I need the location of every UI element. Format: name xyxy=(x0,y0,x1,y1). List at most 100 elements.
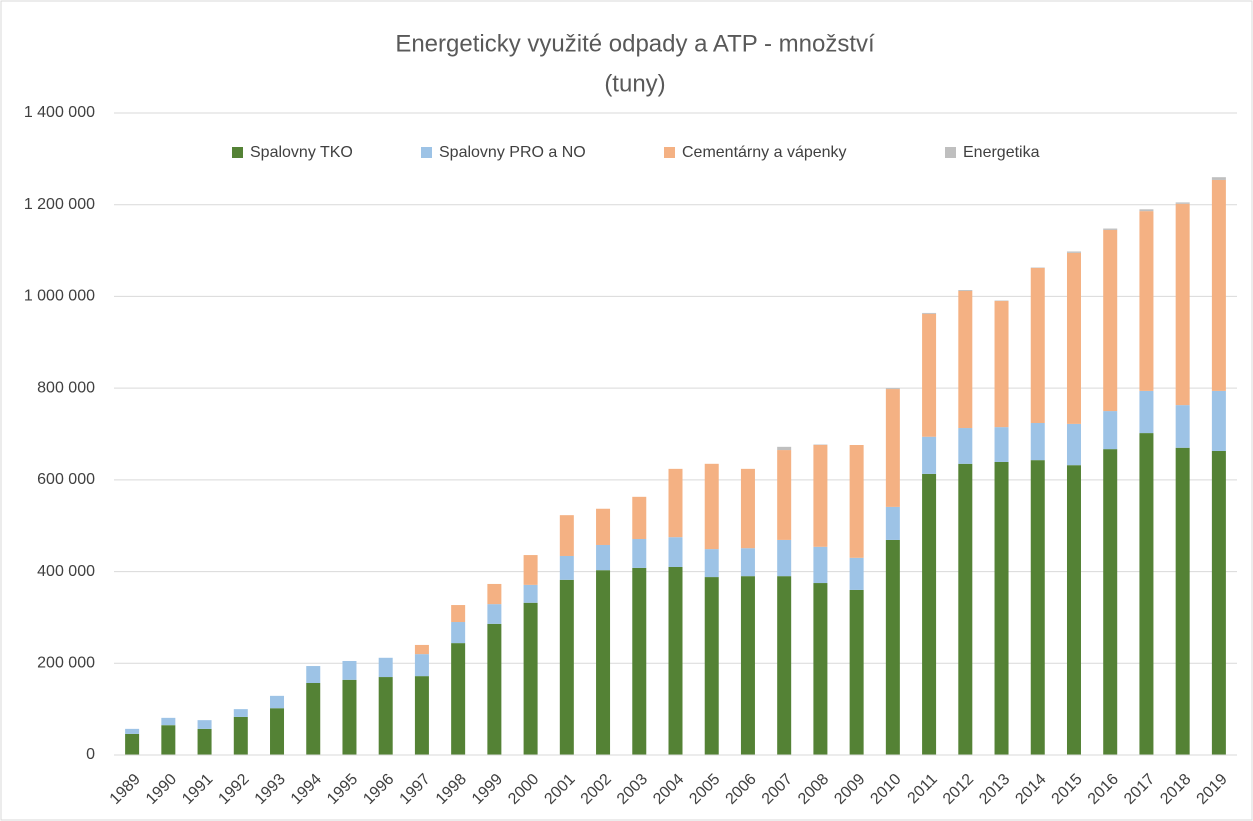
bar-segment xyxy=(197,720,212,729)
bar-segment xyxy=(1211,179,1226,391)
y-tick-label: 400 000 xyxy=(37,563,95,580)
bar-segment xyxy=(1066,251,1081,253)
bar-segment xyxy=(885,539,900,755)
bar-segment xyxy=(1175,203,1190,406)
legend-label: Energetika xyxy=(963,144,1040,161)
bar-segment xyxy=(777,450,792,540)
bar-segment xyxy=(378,657,393,678)
legend-swatch xyxy=(945,147,956,158)
bar-segment xyxy=(1211,450,1226,755)
bar-segment xyxy=(958,463,973,755)
bar-segment xyxy=(849,445,864,558)
bar-segment xyxy=(233,709,248,717)
bar-segment xyxy=(1103,411,1118,450)
bar-segment xyxy=(777,576,792,755)
bar-segment xyxy=(523,555,538,585)
legend-swatch xyxy=(664,147,675,158)
bar-segment xyxy=(632,539,647,568)
bar-segment xyxy=(414,644,429,655)
bar-segment xyxy=(632,496,647,540)
bar-segment xyxy=(958,290,973,291)
bar-segment xyxy=(559,579,574,755)
legend-swatch xyxy=(232,147,243,158)
bar-segment xyxy=(1030,460,1045,755)
bar-segment xyxy=(994,427,1009,462)
bar-segment xyxy=(813,546,828,584)
y-tick-label: 200 000 xyxy=(37,655,95,672)
bar-segment xyxy=(885,506,900,540)
bar-segment xyxy=(1175,202,1190,204)
bar-segment xyxy=(777,539,792,577)
bar-segment xyxy=(994,461,1009,755)
bar-segment xyxy=(1066,423,1081,466)
y-tick-label: 1 400 000 xyxy=(24,104,95,121)
bar-segment xyxy=(922,473,937,755)
bar-segment xyxy=(523,584,538,603)
bar-segment xyxy=(849,589,864,755)
bar-segment xyxy=(1103,228,1118,230)
bar-segment xyxy=(414,676,429,755)
bar-segment xyxy=(740,548,755,577)
bar-segment xyxy=(1139,211,1154,391)
bar-segment xyxy=(451,622,466,644)
legend-label: Cementárny a vápenky xyxy=(682,144,847,161)
bar-segment xyxy=(306,666,321,684)
y-tick-label: 800 000 xyxy=(37,379,95,396)
bar-segment xyxy=(704,577,719,755)
bar-segment xyxy=(1066,252,1081,424)
bar-segment xyxy=(270,695,285,709)
bar-segment xyxy=(487,604,502,624)
bar-segment xyxy=(885,388,900,390)
bar-segment xyxy=(342,679,357,755)
bar-segment xyxy=(922,313,937,437)
bar-segment xyxy=(740,468,755,549)
bar-segment xyxy=(487,623,502,755)
bar-segment xyxy=(1175,405,1190,448)
bar-segment xyxy=(740,576,755,755)
bar-segment xyxy=(161,725,176,755)
y-tick-label: 0 xyxy=(86,746,95,763)
bar-segment xyxy=(1139,433,1154,755)
bar-segment xyxy=(451,643,466,755)
bar-segment xyxy=(668,566,683,755)
bar-segment xyxy=(523,602,538,755)
bar-segment xyxy=(885,389,900,507)
bar-segment xyxy=(1139,390,1154,434)
bar-segment xyxy=(704,463,719,550)
bar-segment xyxy=(704,549,719,578)
bar-segment xyxy=(922,436,937,474)
bar-segment xyxy=(125,733,140,755)
bar-segment xyxy=(1211,390,1226,451)
bar-segment xyxy=(559,555,574,580)
legend-label: Spalovny PRO a NO xyxy=(439,144,586,161)
bar-segment xyxy=(1103,449,1118,755)
bar-segment xyxy=(197,728,212,755)
bar-segment xyxy=(161,717,176,726)
bar-segment xyxy=(342,660,357,680)
bar-segment xyxy=(596,508,611,545)
legend-swatch xyxy=(421,147,432,158)
bar-segment xyxy=(306,683,321,755)
bar-segment xyxy=(1175,447,1190,755)
bar-segment xyxy=(1066,465,1081,755)
bar-segment xyxy=(668,537,683,567)
y-tick-label: 1 200 000 xyxy=(24,196,95,213)
bar-segment xyxy=(487,583,502,605)
bar-segment xyxy=(596,570,611,755)
legend-label: Spalovny TKO xyxy=(250,144,353,161)
bar-segment xyxy=(233,716,248,755)
bar-segment xyxy=(378,677,393,755)
y-tick-label: 1 000 000 xyxy=(24,288,95,305)
bar-segment xyxy=(958,290,973,429)
bar-segment xyxy=(813,583,828,755)
bar-segment xyxy=(125,728,140,734)
bar-segment xyxy=(1211,177,1226,180)
bar-segment xyxy=(958,428,973,464)
bar-segment xyxy=(1103,229,1118,412)
chart-subtitle: (tuny) xyxy=(604,70,665,97)
y-tick-label: 600 000 xyxy=(37,471,95,488)
bar-segment xyxy=(777,446,792,451)
bar-segment xyxy=(994,301,1009,428)
